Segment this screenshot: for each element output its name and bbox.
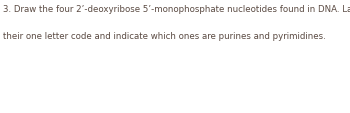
- Text: their one letter code and indicate which ones are purines and pyrimidines.: their one letter code and indicate which…: [3, 32, 326, 41]
- Text: 3. Draw the four 2’-deoxyribose 5’-monophosphate nucleotides found in DNA. Label: 3. Draw the four 2’-deoxyribose 5’-monop…: [3, 5, 350, 13]
